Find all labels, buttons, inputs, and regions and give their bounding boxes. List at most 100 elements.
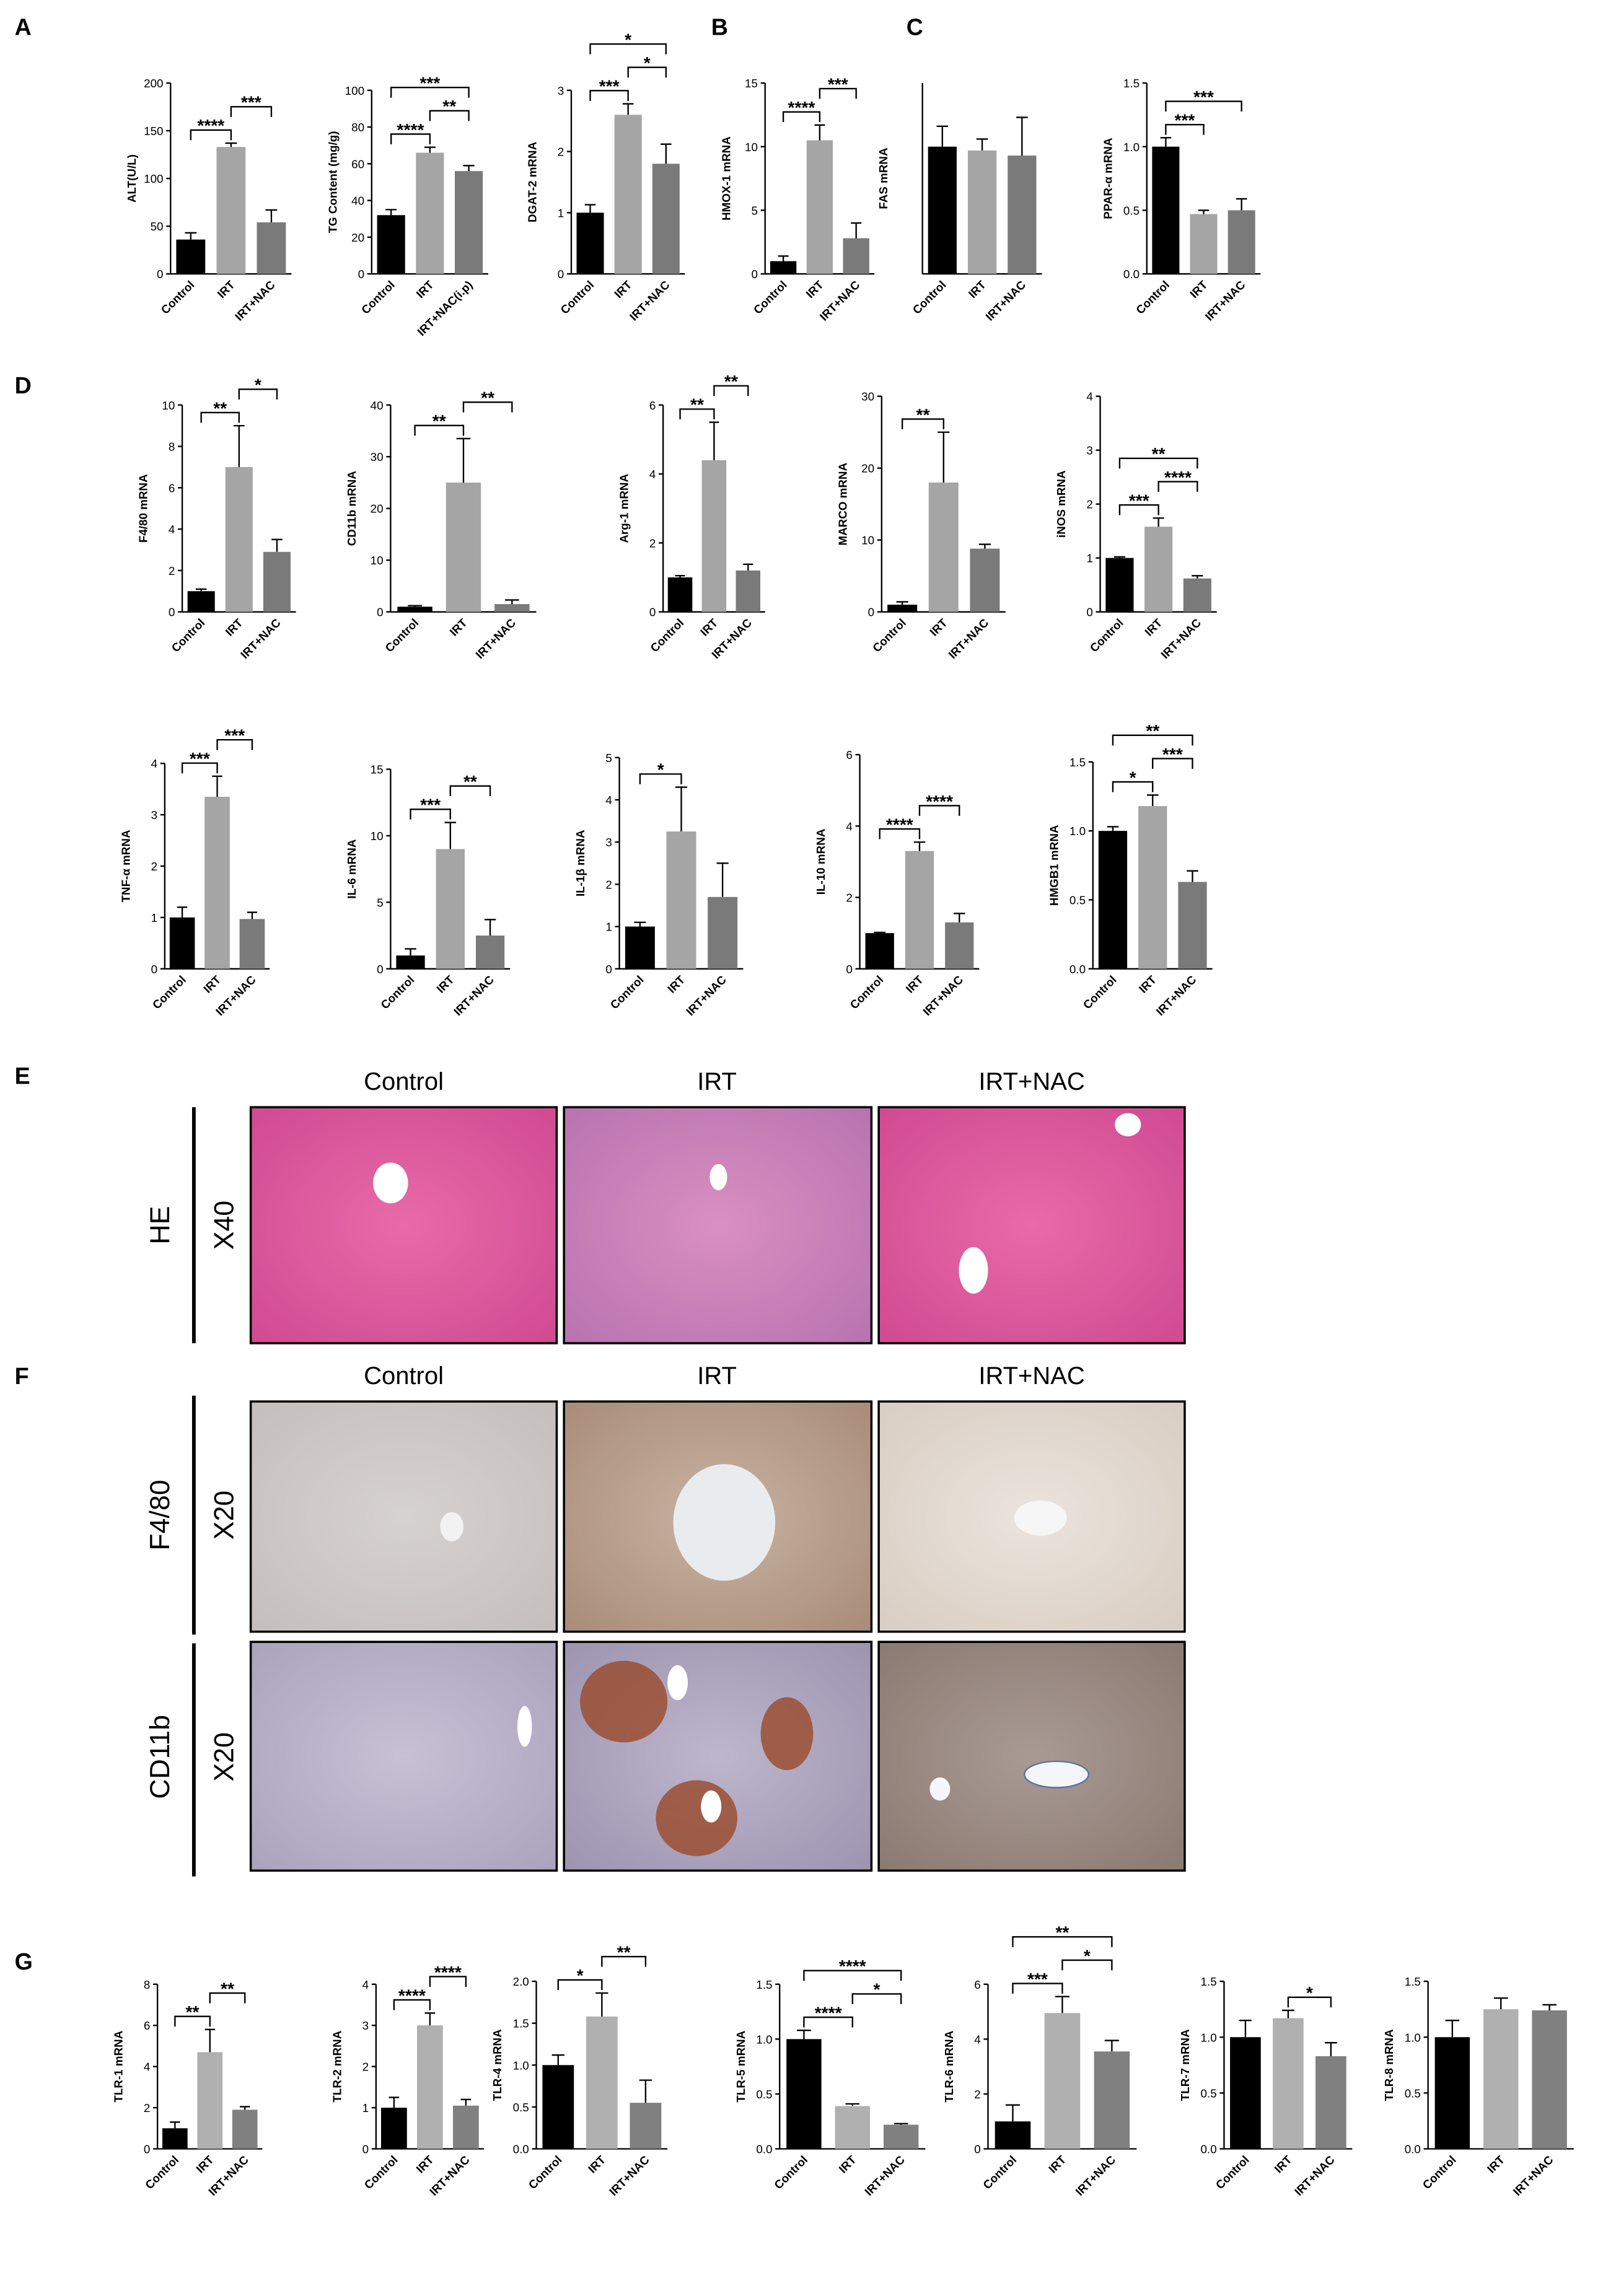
x-tick-label: IRT+NAC: [1203, 278, 1248, 323]
y-tick-label: 0: [362, 2143, 369, 2156]
error-bar: [716, 862, 729, 897]
y-tick-label: 4: [974, 2033, 980, 2046]
y-axis-label: TG Content (mg/g): [326, 131, 339, 233]
significance-label: ***: [419, 73, 440, 93]
bar: [1315, 2056, 1346, 2149]
y-axis-label: iNOS mRNA: [1055, 470, 1068, 538]
y-axis-label: IL-10 mRNA: [814, 828, 827, 895]
he-image-control: [249, 1106, 558, 1344]
error-bar: [896, 601, 908, 605]
y-axis-label: IL-6 mRNA: [345, 839, 358, 899]
magnification-label: X20: [209, 1491, 239, 1540]
error-bar: [212, 775, 222, 797]
x-tick-label: Control: [608, 973, 646, 1012]
x-tick-label: IRT+NAC: [1154, 973, 1199, 1018]
error-bar: [1445, 2019, 1460, 2038]
vessel: [1115, 1113, 1141, 1137]
bar: [586, 2016, 618, 2149]
bar: [1434, 2037, 1470, 2149]
y-tick-label: 2: [846, 892, 852, 905]
y-tick-label: 1.0: [1201, 2031, 1217, 2044]
y-tick-label: 0: [358, 268, 364, 281]
y-tick-label: 10: [861, 534, 874, 547]
error-bar: [1107, 826, 1119, 831]
significance-bracket: [713, 385, 749, 397]
x-tick-label: IRT: [1142, 616, 1165, 639]
error-bar: [1146, 794, 1159, 807]
bar: [835, 2106, 871, 2149]
column-label: IRT: [697, 1068, 737, 1095]
y-tick-label: 2: [144, 2101, 150, 2114]
significance-bracket: [879, 828, 921, 839]
error-bar: [1055, 1996, 1069, 2013]
vessel: [929, 1777, 951, 1801]
bar: [1152, 146, 1180, 274]
significance-bracket: [200, 411, 240, 423]
bar: [1144, 527, 1173, 612]
error-bar: [938, 431, 950, 483]
error-bar: [913, 841, 926, 851]
y-tick-label: 1: [558, 206, 564, 219]
bar: [806, 140, 833, 274]
bar: [446, 482, 481, 612]
error-bar: [1187, 870, 1198, 882]
significance-bracket: [639, 773, 682, 784]
error-bar: [778, 255, 789, 261]
significance-label: **: [1152, 444, 1166, 463]
x-tick-label: IRT: [665, 973, 688, 996]
error-bar: [195, 588, 207, 592]
x-tick-label: Control: [359, 278, 397, 317]
significance-label: ***: [828, 74, 848, 94]
y-tick-label: 0: [846, 963, 852, 976]
significance-bracket: [1061, 1959, 1113, 1971]
vessel: [373, 1162, 408, 1204]
significance-label: ****: [886, 814, 913, 834]
bar: [652, 164, 680, 274]
bar: [786, 2039, 822, 2149]
significance-bracket: [410, 808, 451, 820]
bar: [666, 831, 696, 969]
bar: [905, 851, 934, 969]
y-axis-label: TNF-α mRNA: [119, 830, 132, 902]
significance-bracket: [393, 1999, 431, 2010]
y-tick-label: 1: [605, 921, 612, 934]
significance-label: **: [463, 771, 477, 791]
bar: [494, 604, 530, 612]
x-tick-label: IRT+NAC: [451, 973, 496, 1018]
y-tick-label: 0: [558, 268, 564, 281]
bar: [416, 2025, 443, 2149]
error-bar: [551, 2054, 564, 2066]
x-tick-label: IRT+NAC: [238, 616, 283, 661]
significance-bracket: [1287, 1996, 1332, 2008]
x-tick-label: IRT+NAC: [946, 616, 991, 661]
x-tick-label: IRT: [1046, 2153, 1069, 2176]
x-tick-label: IRT: [586, 2153, 608, 2176]
significance-label: ***: [241, 92, 261, 112]
significance-label: ****: [397, 120, 424, 139]
y-tick-label: 0.5: [756, 2088, 772, 2101]
y-tick-label: 1.0: [1069, 825, 1086, 838]
magnification-label: X20: [209, 1732, 239, 1781]
bar: [1044, 2013, 1081, 2149]
error-bar: [743, 563, 753, 571]
significance-label: **: [213, 398, 227, 418]
y-axis-label: F4/80 mRNA: [137, 474, 150, 543]
y-tick-label: 30: [371, 450, 384, 463]
x-tick-label: IRT+NAC: [817, 278, 863, 323]
y-tick-label: 1.0: [1123, 141, 1140, 154]
y-tick-label: 2: [605, 878, 612, 891]
y-tick-label: 100: [144, 172, 163, 185]
y-tick-label: 4: [1086, 390, 1092, 403]
error-bar: [424, 146, 436, 153]
significance-label: ****: [434, 1962, 462, 1982]
bar: [1273, 2018, 1304, 2149]
error-bar: [639, 2079, 652, 2103]
significance-label: **: [186, 2002, 200, 2022]
x-tick-label: Control: [378, 973, 416, 1012]
error-bar: [1324, 2042, 1337, 2056]
y-axis-label: HMOX-1 mRNA: [719, 136, 732, 221]
he-image-irt: [563, 1106, 873, 1344]
bar: [1094, 2051, 1130, 2149]
significance-bracket: [627, 66, 667, 78]
